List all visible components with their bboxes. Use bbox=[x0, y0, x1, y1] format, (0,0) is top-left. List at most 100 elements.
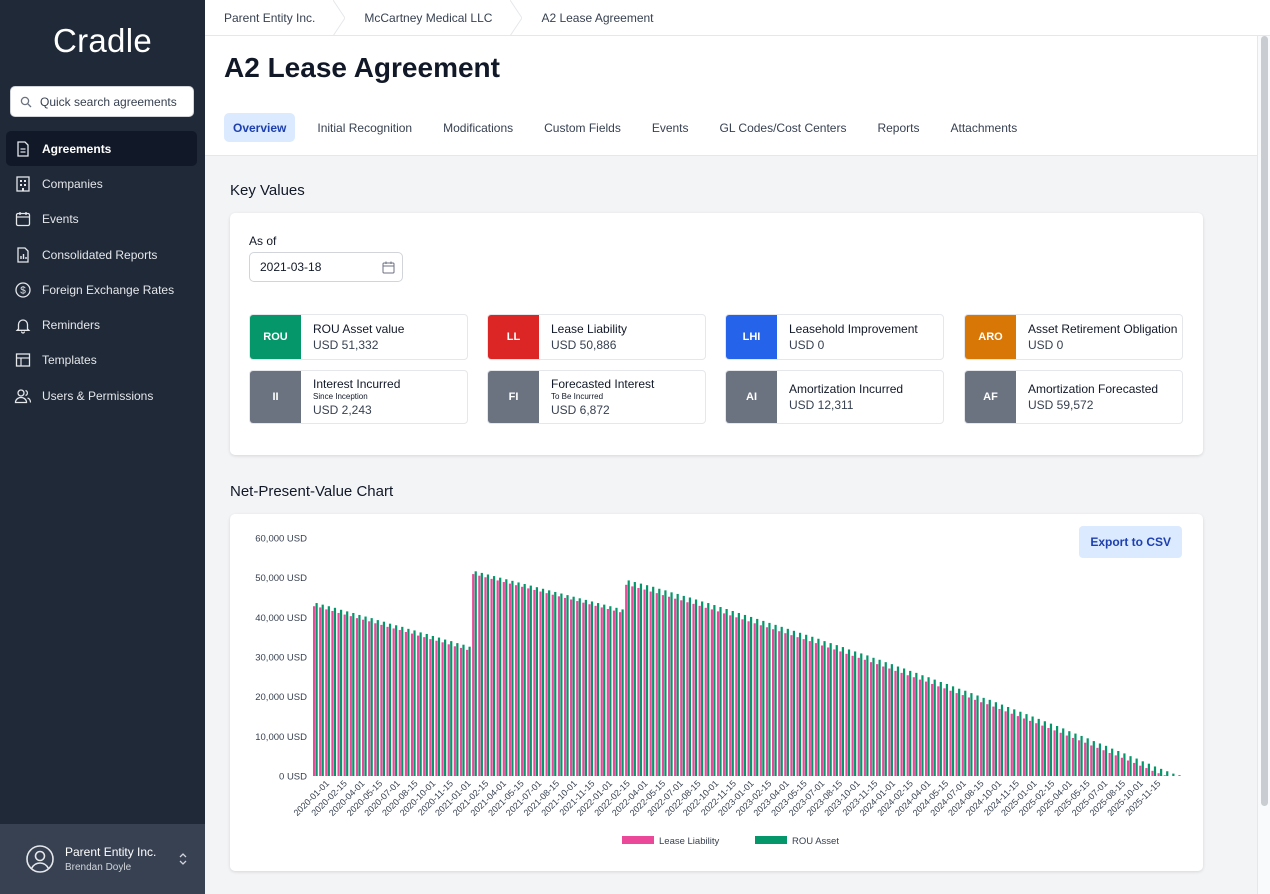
chart-bar bbox=[1025, 714, 1028, 776]
page-scrollbar[interactable] bbox=[1257, 36, 1270, 894]
chart-bar bbox=[508, 583, 512, 776]
chart-bar bbox=[680, 600, 683, 776]
chart-bar bbox=[639, 583, 643, 776]
brand-logo[interactable]: Cradle bbox=[52, 22, 152, 59]
profile-switcher[interactable]: Parent Entity Inc. Brendan Doyle bbox=[0, 824, 205, 894]
kv-label: Forecasted Interest bbox=[551, 377, 655, 391]
chart-bar bbox=[735, 617, 738, 776]
chart-bar bbox=[1123, 753, 1126, 776]
npv-chart-card: 0 USD 10,000 USD 20,000 USD 30,000 USD 40,00… bbox=[230, 514, 1203, 871]
y-tick-label: 50,000 USD bbox=[255, 573, 307, 584]
chart-bar bbox=[358, 614, 361, 776]
kv-badge: LHI bbox=[726, 315, 777, 359]
sidebar-item-reminders[interactable]: Reminders bbox=[6, 307, 197, 342]
sidebar-item-users-permissions[interactable]: Users & Permissions bbox=[6, 378, 197, 413]
chart-bar bbox=[1157, 773, 1160, 776]
chart-bar bbox=[955, 693, 958, 776]
chart-bar bbox=[444, 639, 447, 776]
chart-bar bbox=[514, 585, 518, 776]
users-icon bbox=[14, 389, 32, 403]
chart-bar bbox=[765, 627, 769, 776]
chart-bar bbox=[462, 644, 465, 776]
export-csv-button[interactable]: Export to CSV bbox=[1079, 526, 1182, 558]
chart-bar bbox=[1041, 725, 1044, 776]
chart-bar bbox=[584, 599, 587, 776]
chart-bar bbox=[1178, 775, 1181, 776]
chart-bar bbox=[811, 636, 814, 776]
chart-bar bbox=[655, 593, 658, 776]
breadcrumb-item-parent[interactable]: Parent Entity Inc. bbox=[224, 10, 316, 25]
sidebar-item-companies[interactable]: Companies bbox=[6, 166, 197, 201]
chart-bar bbox=[386, 626, 389, 776]
npv-chart: 0 USD 10,000 USD 20,000 USD 30,000 USD 40,00… bbox=[255, 534, 1181, 847]
chart-bar bbox=[988, 699, 991, 776]
chart-bar bbox=[1108, 752, 1111, 776]
chart-bar bbox=[808, 641, 811, 776]
breadcrumb-item-company[interactable]: McCartney Medical LLC bbox=[364, 10, 493, 25]
kv-sublabel: Since Inception bbox=[313, 392, 368, 401]
chart-bar bbox=[1092, 741, 1095, 776]
chart-bar bbox=[857, 657, 860, 776]
sidebar-item-label: Agreements bbox=[42, 141, 112, 156]
chart-bar bbox=[1135, 758, 1138, 776]
calendar-icon[interactable] bbox=[382, 261, 395, 274]
chart-bar bbox=[548, 590, 551, 776]
chart-bar bbox=[1049, 723, 1053, 776]
chart-bar bbox=[401, 626, 404, 776]
tab-attachments[interactable]: Attachments bbox=[950, 120, 1018, 135]
tab-initial-recognition[interactable]: Initial Recognition bbox=[317, 120, 413, 135]
chart-bar bbox=[694, 599, 698, 776]
chart-bar bbox=[627, 580, 630, 776]
as-of-date-input[interactable]: 2021-03-18 bbox=[249, 252, 403, 282]
chart-bar bbox=[829, 643, 832, 776]
kv-value: USD 50,886 bbox=[551, 338, 617, 352]
chart-bar bbox=[468, 646, 471, 776]
chart-bar bbox=[723, 613, 726, 776]
profile-org: Parent Entity Inc. bbox=[65, 845, 157, 859]
tab-reports[interactable]: Reports bbox=[877, 120, 920, 135]
chart-bar bbox=[527, 588, 530, 776]
chart-bar bbox=[643, 589, 646, 776]
tab-custom-fields[interactable]: Custom Fields bbox=[544, 120, 621, 135]
chart-bar bbox=[511, 580, 514, 776]
scrollbar-thumb[interactable] bbox=[1261, 36, 1268, 806]
chart-bar bbox=[845, 653, 848, 776]
chart-bar bbox=[731, 610, 734, 776]
tab-gl-codes[interactable]: GL Codes/Cost Centers bbox=[719, 120, 847, 135]
kv-label: ROU Asset value bbox=[313, 322, 405, 336]
chart-bar bbox=[352, 612, 355, 776]
sidebar-nav: Agreements Companies Events Consolidated… bbox=[6, 131, 197, 413]
kv-badge: AI bbox=[726, 371, 777, 423]
chart-bar bbox=[395, 625, 398, 776]
chevron-up-down-icon bbox=[179, 853, 187, 865]
tab-modifications[interactable]: Modifications bbox=[443, 120, 514, 135]
key-values-title: Key Values bbox=[230, 182, 305, 199]
chart-bar bbox=[349, 616, 352, 776]
chart-bar bbox=[1129, 756, 1132, 776]
chart-bar bbox=[533, 589, 536, 776]
chart-bar bbox=[1166, 771, 1169, 776]
sidebar-item-events[interactable]: Events bbox=[6, 202, 197, 237]
chart-bar bbox=[1080, 735, 1083, 776]
chart-bar bbox=[398, 630, 401, 776]
sidebar-item-agreements[interactable]: Agreements bbox=[6, 131, 197, 167]
chart-bar bbox=[1098, 743, 1102, 776]
sidebar-item-foreign-exchange-rates[interactable]: $ Foreign Exchange Rates bbox=[6, 272, 197, 307]
chart-bar bbox=[382, 621, 386, 776]
chart-bar bbox=[951, 686, 955, 776]
chart-bar bbox=[541, 588, 545, 776]
chart-bar bbox=[1096, 747, 1099, 776]
chart-bar bbox=[796, 637, 799, 776]
chart-bar bbox=[1010, 713, 1013, 776]
sidebar-item-templates[interactable]: Templates bbox=[6, 343, 197, 378]
tab-overview[interactable]: Overview bbox=[224, 113, 296, 142]
key-value-card: AF Amortization Forecasted USD 59,572 bbox=[964, 370, 1183, 424]
chart-bar bbox=[590, 601, 594, 776]
search-box[interactable] bbox=[10, 86, 194, 117]
chart-bar bbox=[1029, 720, 1032, 776]
chart-bar bbox=[661, 595, 665, 776]
chart-bar bbox=[839, 651, 842, 776]
tab-events[interactable]: Events bbox=[651, 120, 689, 135]
search-input[interactable] bbox=[40, 94, 190, 109]
sidebar-item-consolidated-reports[interactable]: Consolidated Reports bbox=[6, 237, 197, 272]
